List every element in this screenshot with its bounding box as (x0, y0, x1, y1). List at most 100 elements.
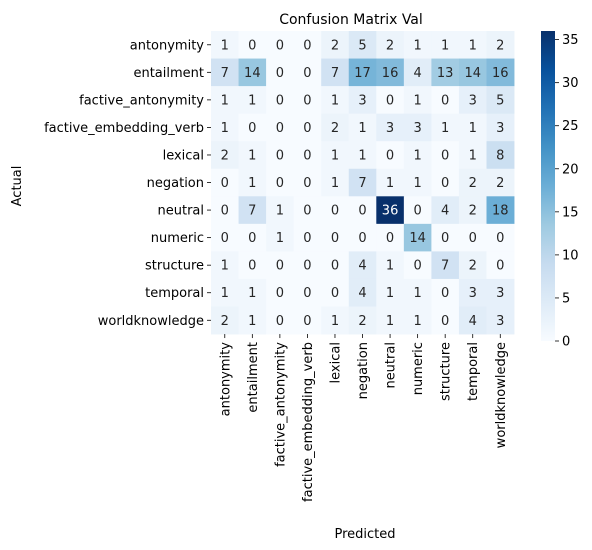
cell-value-label: 1 (276, 204, 284, 219)
cell-value-label: 0 (413, 204, 421, 219)
heatmap-cell (431, 306, 460, 335)
cell-value-label: 13 (437, 66, 454, 81)
heatmap-cell (348, 86, 377, 115)
heatmap-cell (266, 58, 295, 87)
heatmap-cell (266, 31, 295, 59)
cell-value-label: 0 (303, 93, 311, 108)
cell-value-label: 1 (331, 176, 339, 191)
cell-value-label: 1 (413, 38, 421, 53)
cell-value-label: 2 (358, 314, 366, 329)
cell-value-label: 0 (276, 314, 284, 329)
y-tick-label: antonymity (130, 38, 205, 53)
heatmap-cell (486, 31, 515, 59)
heatmap-cell (348, 31, 377, 59)
cell-value-label: 5 (358, 38, 366, 53)
heatmap-cell (211, 278, 239, 307)
heatmap-cell (458, 251, 487, 280)
cell-value-label: 3 (496, 314, 504, 329)
heatmap-cell (431, 113, 460, 142)
cell-value-label: 0 (331, 286, 339, 301)
cell-value-label: 18 (492, 204, 509, 219)
colorbar-tick-label: 10 (562, 248, 579, 263)
heatmap-cell (293, 223, 322, 252)
cell-value-label: 4 (358, 259, 366, 274)
cell-value-label: 1 (386, 259, 394, 274)
heatmap-cell (431, 58, 460, 87)
colorbar-tick-label: 20 (562, 162, 579, 177)
cell-value-label: 0 (303, 204, 311, 219)
heatmap-cell (431, 278, 460, 307)
heatmap-cell (403, 168, 432, 197)
cell-value-label: 2 (386, 38, 394, 53)
heatmap-cell (321, 31, 350, 59)
cell-value-label: 4 (413, 66, 421, 81)
heatmap-cell (403, 58, 432, 87)
x-tick-label: factive_embedding_verb (301, 342, 316, 502)
y-tick-label: structure (145, 259, 204, 274)
colorbar-tick-label: 30 (562, 76, 579, 91)
colorbar-tick-label: 15 (562, 205, 579, 220)
heatmap-cell (211, 113, 239, 142)
cell-value-label: 7 (331, 66, 339, 81)
heatmap-cell (211, 58, 239, 87)
cell-value-label: 1 (221, 259, 229, 274)
heatmap-cell (238, 31, 267, 59)
cell-value-label: 0 (358, 231, 366, 246)
heatmap-cells (211, 31, 515, 335)
cell-value-label: 0 (303, 66, 311, 81)
heatmap-cell (376, 58, 405, 87)
heatmap-cell (321, 113, 350, 142)
cell-value-label: 0 (303, 259, 311, 274)
heatmap-cell (376, 278, 405, 307)
cell-value-label: 1 (413, 93, 421, 108)
cell-value-label: 14 (464, 66, 481, 81)
cell-value-label: 0 (496, 231, 504, 246)
heatmap-cell (458, 278, 487, 307)
heatmap-cell (266, 86, 295, 115)
cell-value-label: 1 (358, 148, 366, 163)
heatmap-cell (293, 168, 322, 197)
cell-value-label: 1 (248, 314, 256, 329)
cell-value-label: 36 (382, 204, 399, 219)
heatmap-cell (458, 58, 487, 87)
heatmap-cell (266, 278, 295, 307)
cell-value-label: 14 (409, 231, 426, 246)
cell-value-label: 0 (496, 259, 504, 274)
heatmap-cell (348, 223, 377, 252)
cell-value-label: 0 (303, 176, 311, 191)
cell-value-label: 3 (413, 121, 421, 136)
cell-value-label: 2 (221, 314, 229, 329)
cell-value-label: 0 (276, 259, 284, 274)
heatmap-cell (376, 86, 405, 115)
heatmap-cell (403, 113, 432, 142)
heatmap-cell (376, 306, 405, 335)
y-tick-label: lexical (163, 148, 204, 163)
cell-value-label: 1 (413, 148, 421, 163)
cell-value-label: 0 (276, 66, 284, 81)
cell-value-label: 0 (248, 259, 256, 274)
heatmap-cell (321, 196, 350, 225)
cell-value-label: 7 (248, 204, 256, 219)
cell-value-label: 1 (441, 121, 449, 136)
cell-value-label: 3 (469, 286, 477, 301)
colorbar-tick-label: 25 (562, 119, 579, 134)
cell-value-label: 0 (303, 38, 311, 53)
cell-value-label: 1 (331, 148, 339, 163)
cell-value-label: 3 (358, 93, 366, 108)
cell-value-label: 2 (221, 148, 229, 163)
heatmap-cell (403, 86, 432, 115)
y-tick-label: factive_embedding_verb (44, 121, 204, 136)
heatmap-cell (238, 306, 267, 335)
heatmap-cell (431, 141, 460, 170)
heatmap-cell (266, 113, 295, 142)
heatmap-cell (348, 58, 377, 87)
cell-value-label: 0 (276, 38, 284, 53)
cell-value-label: 1 (221, 93, 229, 108)
heatmap-cell (238, 58, 267, 87)
x-tick-label: numeric (411, 342, 426, 395)
heatmap-cell (376, 196, 405, 225)
heatmap-cell (486, 306, 515, 335)
heatmap-cell (376, 113, 405, 142)
y-tick-label: entailment (133, 66, 204, 81)
cell-value-label: 2 (331, 38, 339, 53)
